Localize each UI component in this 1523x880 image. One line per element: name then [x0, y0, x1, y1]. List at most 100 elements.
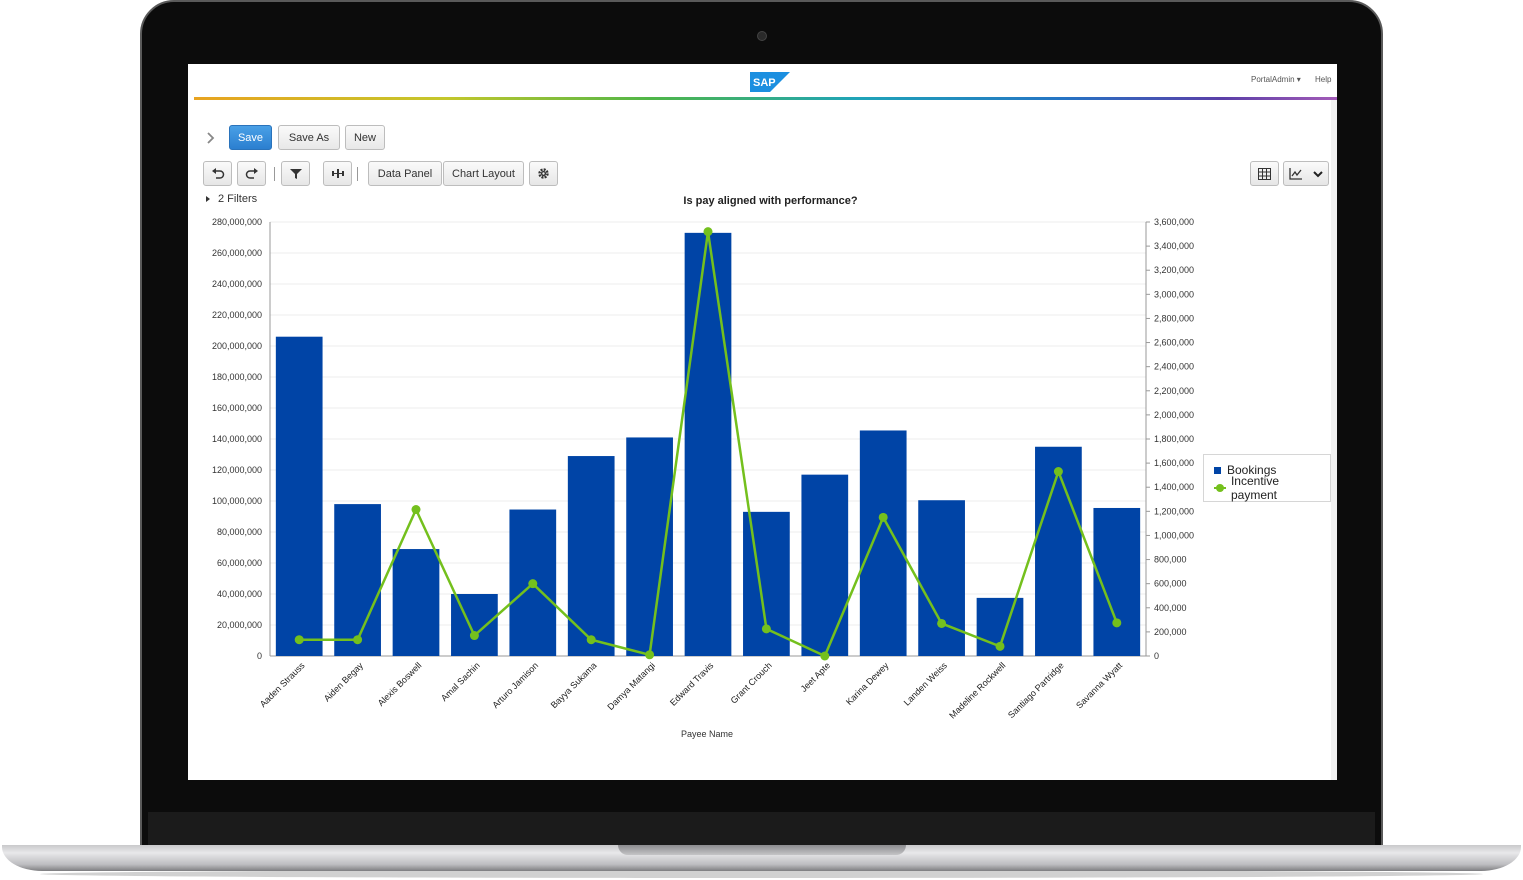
y2-tick-label: 1,000,000	[1154, 530, 1194, 540]
x-tick-label: Amal Sachin	[439, 660, 482, 703]
bar-5[interactable]	[567, 456, 615, 656]
y-tick-label: 280,000,000	[212, 217, 262, 227]
legend-swatch-bar	[1214, 466, 1221, 474]
grid-icon	[1258, 167, 1271, 180]
data-panel-button[interactable]: Data Panel	[368, 161, 442, 186]
bar-7[interactable]	[684, 232, 732, 656]
legend-item-incentive[interactable]: Incentive payment	[1214, 474, 1320, 502]
point-7[interactable]	[703, 227, 713, 237]
y2-tick-label: 600,000	[1154, 579, 1187, 589]
y2-tick-label: 800,000	[1154, 555, 1187, 565]
x-tick-label: Madeline Rockwell	[947, 660, 1007, 720]
filter-button[interactable]	[281, 161, 310, 186]
x-tick-label: Jeet Apte	[799, 660, 833, 694]
y-tick-label: 140,000,000	[212, 434, 262, 444]
bar-0[interactable]	[275, 336, 323, 656]
x-tick-label: Bayya Sukama	[549, 660, 599, 710]
laptop-notch	[618, 845, 906, 855]
incentive-line	[294, 227, 1122, 661]
point-12[interactable]	[995, 641, 1005, 651]
bar-11[interactable]	[918, 500, 965, 656]
laptop-chin	[148, 812, 1375, 846]
x-tick-label: Karina Dewey	[844, 660, 891, 707]
app-screen: SAP PortalAdmin ▾ Help Save Save As New	[188, 64, 1337, 780]
chart-legend: Bookings Incentive payment	[1203, 454, 1331, 502]
bar-6[interactable]	[626, 437, 673, 656]
point-1[interactable]	[353, 635, 363, 645]
expand-triangle-icon	[206, 196, 210, 202]
bar-8[interactable]	[743, 511, 790, 656]
bar-2[interactable]	[392, 549, 440, 656]
bar-3[interactable]	[451, 594, 498, 656]
point-4[interactable]	[528, 579, 538, 589]
scrollbar[interactable]	[1331, 100, 1337, 780]
help-link[interactable]: Help	[1315, 75, 1332, 84]
point-2[interactable]	[411, 505, 421, 515]
x-tick-label: Damya Matangi	[605, 660, 657, 712]
sap-logo-icon: SAP	[750, 72, 790, 92]
category-labels: Aaden Strauss Aiden Begay Alexis Boswell Am…	[258, 660, 1125, 720]
point-13[interactable]	[1053, 467, 1063, 477]
bar-13[interactable]	[1035, 446, 1082, 656]
ranking-icon	[331, 168, 344, 178]
chart-layout-button[interactable]: Chart Layout	[443, 161, 524, 186]
y2-tick-label: 3,600,000	[1154, 217, 1194, 227]
bar-9[interactable]	[801, 474, 849, 656]
y2-tick-label: 3,200,000	[1154, 265, 1194, 275]
line-chart-icon	[1289, 167, 1303, 180]
redo-button[interactable]	[237, 161, 266, 186]
x-tick-label: Alexis Boswell	[376, 660, 424, 708]
chevron-down-icon	[1313, 170, 1323, 177]
save-as-button[interactable]: Save As	[278, 125, 340, 150]
x-tick-label: Grant Crouch	[729, 660, 774, 705]
y2-tick-label: 3,000,000	[1154, 289, 1194, 299]
new-button[interactable]: New	[345, 125, 385, 150]
y2-tick-label: 3,400,000	[1154, 241, 1194, 251]
point-6[interactable]	[645, 650, 655, 660]
point-8[interactable]	[761, 624, 771, 634]
y-tick-label: 0	[257, 651, 262, 661]
chevron-right-icon[interactable]	[205, 131, 217, 145]
chart-type-button[interactable]	[1283, 161, 1329, 186]
undo-icon	[211, 167, 224, 179]
point-14[interactable]	[1112, 618, 1122, 628]
point-9[interactable]	[820, 651, 830, 661]
point-0[interactable]	[294, 635, 304, 645]
point-5[interactable]	[586, 635, 596, 645]
gear-icon	[538, 168, 549, 179]
point-3[interactable]	[469, 631, 479, 641]
header-bar: SAP PortalAdmin ▾ Help	[188, 64, 1337, 100]
y2-tick-label: 1,800,000	[1154, 434, 1194, 444]
y2-tick-label: 2,000,000	[1154, 410, 1194, 420]
legend-item-bookings[interactable]: Bookings	[1214, 461, 1320, 479]
settings-button[interactable]	[529, 161, 558, 186]
y2-tick-label: 200,000	[1154, 627, 1187, 637]
undo-button[interactable]	[203, 161, 232, 186]
bookings-bars	[275, 232, 1141, 656]
point-10[interactable]	[878, 512, 888, 522]
y-tick-label: 80,000,000	[217, 527, 262, 537]
y2-tick-label: 2,400,000	[1154, 362, 1194, 372]
bar-10[interactable]	[859, 430, 907, 656]
x-axis-title: Payee Name	[681, 729, 733, 739]
x-tick-label: Edward Travis	[668, 660, 716, 708]
point-11[interactable]	[937, 618, 947, 628]
axis-ticks: 0 20,000,000 40,000,000 60,000,000 80,000,00…	[212, 217, 1194, 661]
y-tick-label: 100,000,000	[212, 496, 262, 506]
y2-tick-label: 2,800,000	[1154, 313, 1194, 323]
toolbar-divider	[357, 167, 358, 181]
ranking-button[interactable]	[323, 161, 352, 186]
legend-swatch-line	[1214, 482, 1226, 494]
user-menu[interactable]: PortalAdmin ▾	[1251, 75, 1301, 84]
y2-tick-label: 0	[1154, 651, 1159, 661]
save-button[interactable]: Save	[229, 125, 272, 150]
filters-toggle[interactable]: 2 Filters	[206, 193, 257, 205]
x-tick-label: Savanna Wyatt	[1074, 660, 1125, 711]
table-view-button[interactable]	[1250, 161, 1279, 186]
x-tick-label: Santiago Partridge	[1006, 660, 1066, 720]
bar-1[interactable]	[334, 504, 381, 656]
legend-label: Bookings	[1227, 463, 1277, 477]
brand-color-line	[194, 97, 1337, 100]
laptop-shadow	[40, 870, 1483, 878]
